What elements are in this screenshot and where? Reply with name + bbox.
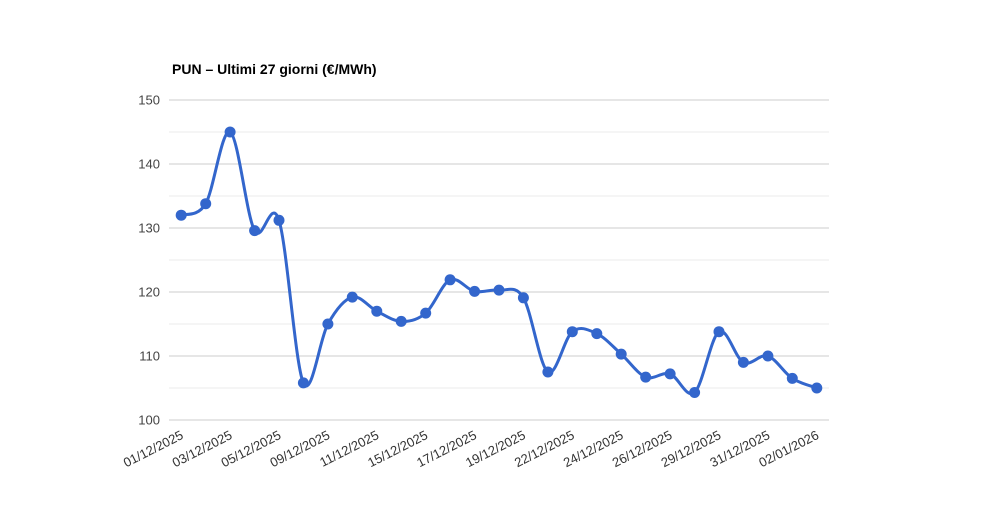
data-point-marker[interactable]: [615, 348, 627, 360]
data-point-marker[interactable]: [420, 307, 432, 319]
data-point-marker[interactable]: [322, 318, 334, 330]
data-point-marker[interactable]: [517, 292, 529, 304]
y-axis-tick-label: 110: [139, 349, 160, 364]
data-point-marker[interactable]: [737, 356, 749, 368]
data-point-marker[interactable]: [566, 326, 578, 338]
price-line: [179, 130, 819, 396]
data-point-marker[interactable]: [762, 350, 774, 362]
data-point-marker[interactable]: [811, 382, 823, 394]
data-point-marker[interactable]: [493, 284, 505, 296]
data-point-marker[interactable]: [786, 372, 798, 384]
chart-title: PUN – Ultimi 27 giorni (€/MWh): [172, 61, 377, 77]
y-axis-tick-label: 120: [138, 285, 160, 300]
data-point-marker[interactable]: [444, 274, 456, 286]
data-point-marker[interactable]: [371, 305, 383, 317]
data-point-marker[interactable]: [640, 371, 652, 383]
data-point-marker[interactable]: [469, 285, 481, 297]
data-point-marker[interactable]: [249, 225, 261, 237]
y-axis-tick-label: 130: [138, 221, 160, 236]
data-point-marker[interactable]: [542, 366, 554, 378]
data-point-marker[interactable]: [273, 214, 285, 226]
data-point-marker[interactable]: [346, 291, 358, 303]
data-point-marker[interactable]: [689, 387, 701, 398]
y-axis-tick-label: 100: [138, 413, 160, 428]
data-point-marker[interactable]: [713, 326, 725, 338]
data-point-marker[interactable]: [297, 377, 309, 389]
data-point-marker[interactable]: [395, 315, 407, 327]
data-point-marker[interactable]: [664, 368, 676, 380]
data-point-marker[interactable]: [224, 126, 236, 138]
y-axis-tick-label: 150: [138, 93, 160, 108]
y-axis-tick-label: 140: [138, 157, 160, 172]
data-point-marker[interactable]: [175, 209, 187, 221]
data-point-marker[interactable]: [591, 328, 603, 340]
data-point-marker[interactable]: [200, 198, 212, 210]
